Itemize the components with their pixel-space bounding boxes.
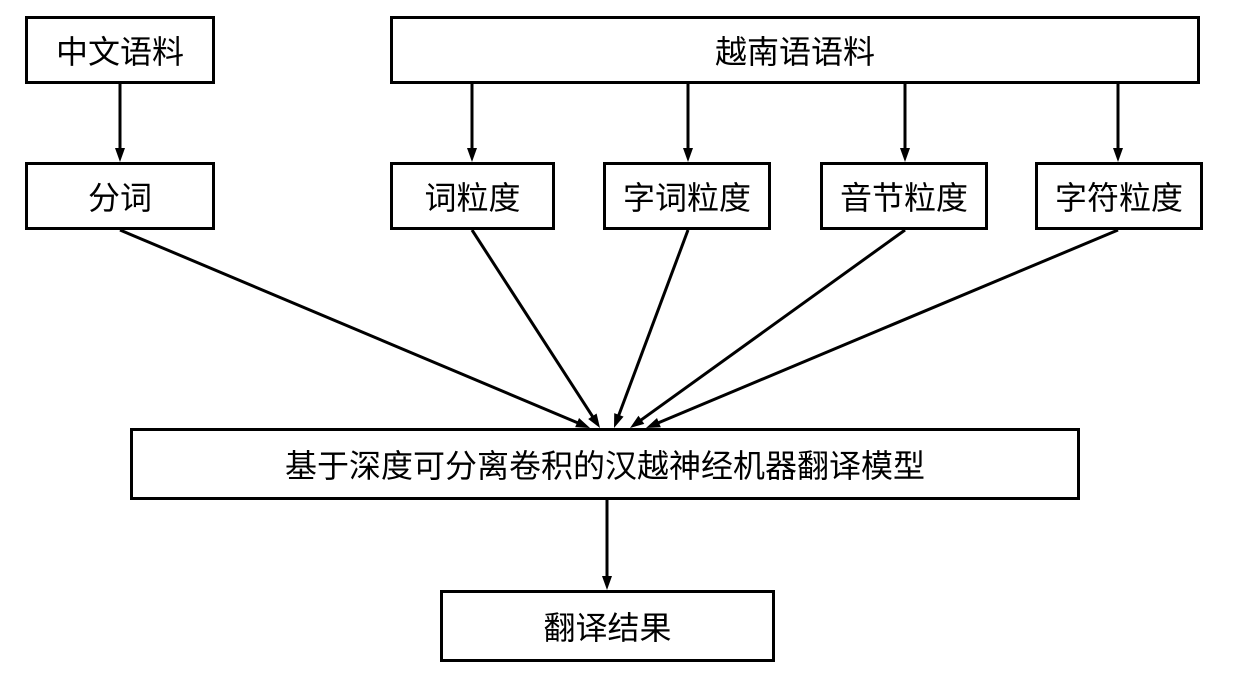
node-syllable_grain: 音节粒度 [820,162,988,230]
node-model: 基于深度可分离卷积的汉越神经机器翻译模型 [130,428,1080,500]
edge-syllable_grain-to-model [630,230,905,428]
node-vietnamese_corpus: 越南语语料 [390,16,1200,84]
node-word_grain: 词粒度 [390,162,555,230]
node-label: 字符粒度 [1055,173,1183,219]
node-label: 词粒度 [424,173,520,219]
node-segmentation: 分词 [25,162,215,230]
node-label: 字词粒度 [623,173,751,219]
node-char_grain: 字符粒度 [1035,162,1203,230]
edge-vietnamese_corpus-to-syllable_grain [900,84,910,162]
edge-word_grain-to-model [472,230,600,428]
node-chinese_corpus: 中文语料 [25,16,215,84]
node-label: 中文语料 [56,27,184,73]
node-label: 音节粒度 [840,173,968,219]
edge-vietnamese_corpus-to-word_grain [467,84,477,162]
node-label: 分词 [88,173,152,219]
node-label: 越南语语料 [715,27,875,73]
edge-subword_grain-to-model [614,230,688,428]
edge-chinese_corpus-to-segmentation [115,84,125,162]
node-label: 基于深度可分离卷积的汉越神经机器翻译模型 [285,441,925,487]
edge-segmentation-to-model [120,230,590,428]
edge-vietnamese_corpus-to-char_grain [1113,84,1123,162]
edge-model-to-result [602,500,612,590]
edge-char_grain-to-model [646,230,1118,428]
node-subword_grain: 字词粒度 [603,162,771,230]
node-result: 翻译结果 [440,590,775,662]
node-label: 翻译结果 [543,603,671,649]
edge-vietnamese_corpus-to-subword_grain [683,84,693,162]
